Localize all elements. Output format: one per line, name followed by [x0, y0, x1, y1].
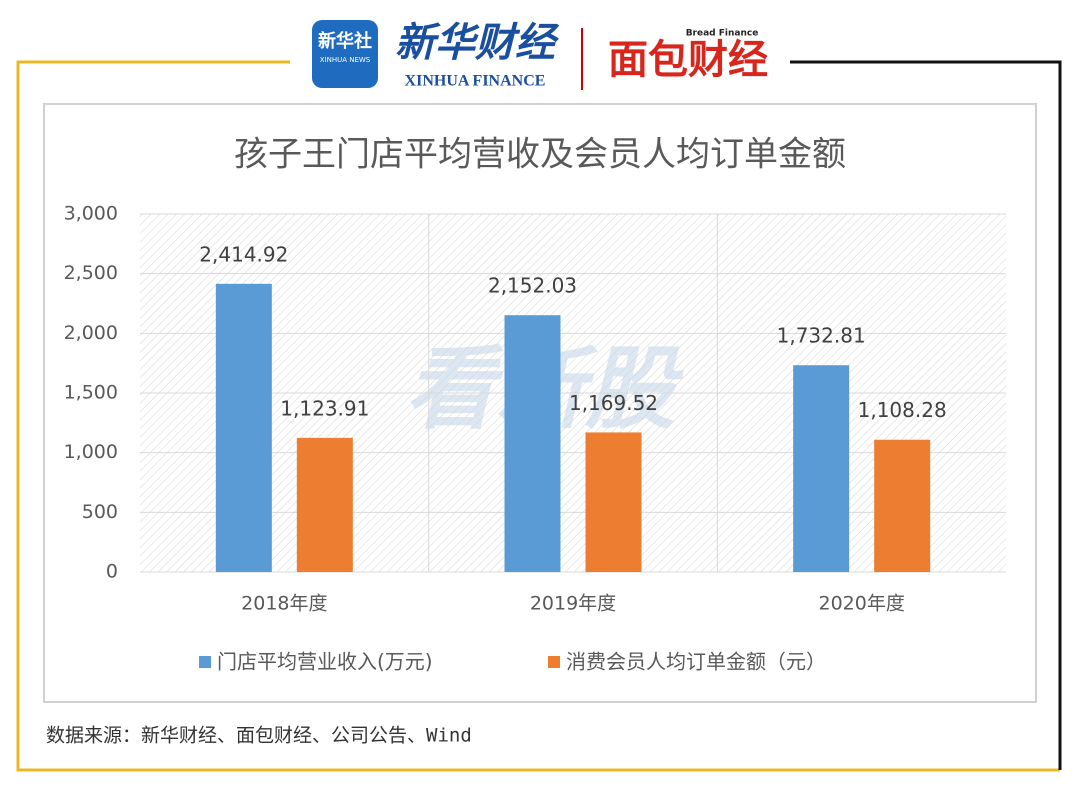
value-label: 1,169.52 [569, 391, 658, 415]
logo-box [312, 20, 378, 88]
logo-text: 新华财经 [395, 19, 560, 66]
value-label: 1,123.91 [280, 396, 369, 420]
x-tick-label: 2018年度 [241, 593, 327, 615]
x-tick-label: 2019年度 [530, 593, 616, 615]
bar [296, 437, 353, 572]
legend-swatch [199, 656, 211, 668]
bar [215, 283, 272, 572]
logo-text: 新华社 [318, 30, 372, 52]
value-label: 1,732.81 [777, 324, 866, 348]
frame-yellow [16, 60, 1060, 772]
chart-title: 孩子王门店平均营收及会员人均订单金额 [234, 135, 846, 175]
value-label: 1,108.28 [858, 398, 947, 422]
legend-swatch [548, 656, 560, 668]
value-label: 2,152.03 [488, 274, 577, 298]
logo-text: Bread Finance [686, 29, 759, 39]
source: 数据来源：新华财经、面包财经、公司公告、Wind [46, 725, 472, 747]
value-label: 2,414.92 [199, 242, 288, 266]
legend-label: 消费会员人均订单金额（元） [566, 650, 826, 674]
y-tick-label: 1,000 [64, 441, 118, 463]
logo-text: 面包财经 [608, 37, 768, 83]
bar [793, 365, 850, 572]
frame-black [790, 60, 1062, 770]
x-tick-label: 2020年度 [818, 593, 904, 615]
y-tick-label: 2,000 [64, 322, 118, 344]
bar [585, 432, 642, 572]
bar [874, 439, 931, 572]
logo-text: XINHUA FINANCE [405, 73, 546, 90]
legend-label: 门店平均营业收入(万元) [217, 650, 433, 674]
y-tick-label: 500 [82, 501, 118, 523]
y-tick-label: 2,500 [64, 262, 118, 284]
bar [504, 315, 561, 572]
logo-text: XINHUA NEWS [320, 56, 371, 64]
y-tick-label: 0 [106, 561, 118, 583]
y-tick-label: 3,000 [64, 203, 118, 225]
y-tick-label: 1,500 [64, 382, 118, 404]
